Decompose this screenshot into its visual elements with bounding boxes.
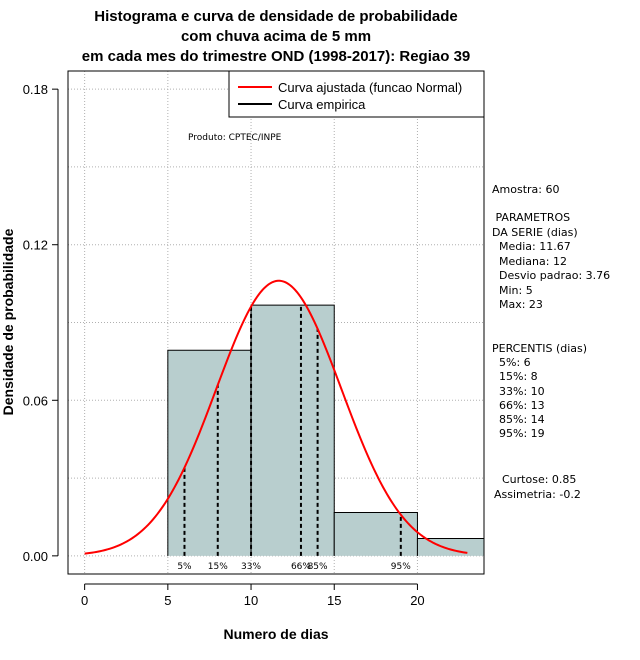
x-tick-label: 15 bbox=[327, 593, 341, 608]
x-tick-label: 10 bbox=[244, 593, 258, 608]
percentile-lines bbox=[183, 305, 402, 556]
percentile-line: 85%: 14 bbox=[492, 413, 545, 426]
x-tick-label: 20 bbox=[410, 593, 424, 608]
histogram-bar bbox=[334, 512, 418, 556]
legend: Curva ajustada (funcao Normal) Curva emp… bbox=[228, 70, 485, 118]
percentile-label: 33% bbox=[241, 562, 261, 572]
percentile-labels: 5% 15% 33% 66%85% 95% bbox=[177, 562, 411, 572]
percentile-label: 15% bbox=[208, 562, 228, 572]
side-panel: Amostra: 60 PARAMETROS DA SERIE (dias) M… bbox=[492, 183, 610, 501]
histogram-bar-outline bbox=[250, 304, 335, 556]
y-tick-label: 0.12 bbox=[23, 238, 48, 253]
percentile-label: 5% bbox=[177, 562, 192, 572]
y-axis-label: Densidade de probabilidade bbox=[0, 228, 16, 415]
chart-title: Histograma e curva de densidade de proba… bbox=[82, 8, 471, 65]
sample-size: Amostra: 60 bbox=[492, 183, 559, 196]
percentile-label: 85% bbox=[308, 562, 328, 572]
param-line: Mediana: 12 bbox=[492, 255, 567, 268]
percentile-line: 33%: 10 bbox=[492, 385, 545, 398]
x-axis: 0 5 10 15 20 bbox=[81, 583, 425, 608]
title-line-2: com chuva acima de 5 mm bbox=[181, 28, 371, 45]
series-parameters: PARAMETROS DA SERIE (dias) Media: 11.67 … bbox=[492, 211, 610, 311]
param-line: PARAMETROS bbox=[492, 211, 570, 224]
x-axis-label: Numero de dias bbox=[223, 626, 328, 642]
title-line-3: em cada mes do trimestre OND (1998-2017)… bbox=[82, 48, 471, 65]
percentile-line: 66%: 13 bbox=[492, 399, 545, 412]
histogram-bar bbox=[167, 350, 252, 556]
y-axis: 0.00 0.06 0.12 0.18 bbox=[23, 82, 59, 564]
y-tick-label: 0.06 bbox=[23, 393, 48, 408]
x-tick-label: 5 bbox=[164, 593, 171, 608]
legend-label-normal: Curva ajustada (funcao Normal) bbox=[278, 80, 462, 95]
histogram-bar bbox=[251, 305, 335, 556]
legend-box bbox=[228, 70, 485, 118]
percentile-line: 15%: 8 bbox=[492, 370, 538, 383]
percentile-line: 95%: 19 bbox=[492, 427, 545, 440]
param-line: DA SERIE (dias) bbox=[492, 226, 578, 239]
param-line: Desvio padrao: 3.76 bbox=[492, 269, 610, 282]
x-tick-label: 0 bbox=[81, 593, 88, 608]
param-line: Min: 5 bbox=[492, 284, 533, 297]
histogram-bar bbox=[417, 538, 484, 556]
percentile-label: 95% bbox=[391, 562, 411, 572]
product-annotation: Produto: CPTEC/INPE bbox=[188, 133, 282, 143]
kurtosis: Curtose: 0.85 bbox=[502, 473, 576, 486]
percentile-line: PERCENTIS (dias) bbox=[492, 342, 587, 355]
param-line: Max: 23 bbox=[492, 298, 543, 311]
y-tick-label: 0.00 bbox=[23, 549, 48, 564]
title-line-1: Histograma e curva de densidade de proba… bbox=[94, 8, 457, 25]
normal-curve bbox=[84, 279, 468, 555]
percentile-line: 5%: 6 bbox=[492, 356, 531, 369]
skewness: Assimetria: -0.2 bbox=[494, 488, 581, 501]
percentile-label: 66% bbox=[291, 562, 311, 572]
legend-label-empirical: Curva empirica bbox=[278, 97, 366, 112]
y-tick-label: 0.18 bbox=[23, 82, 48, 97]
histogram-bar-outline bbox=[333, 512, 418, 556]
histogram-bars bbox=[167, 304, 485, 556]
param-line: Media: 11.67 bbox=[492, 240, 571, 253]
percentile-summary: PERCENTIS (dias) 5%: 6 15%: 8 33%: 10 66… bbox=[492, 342, 587, 440]
